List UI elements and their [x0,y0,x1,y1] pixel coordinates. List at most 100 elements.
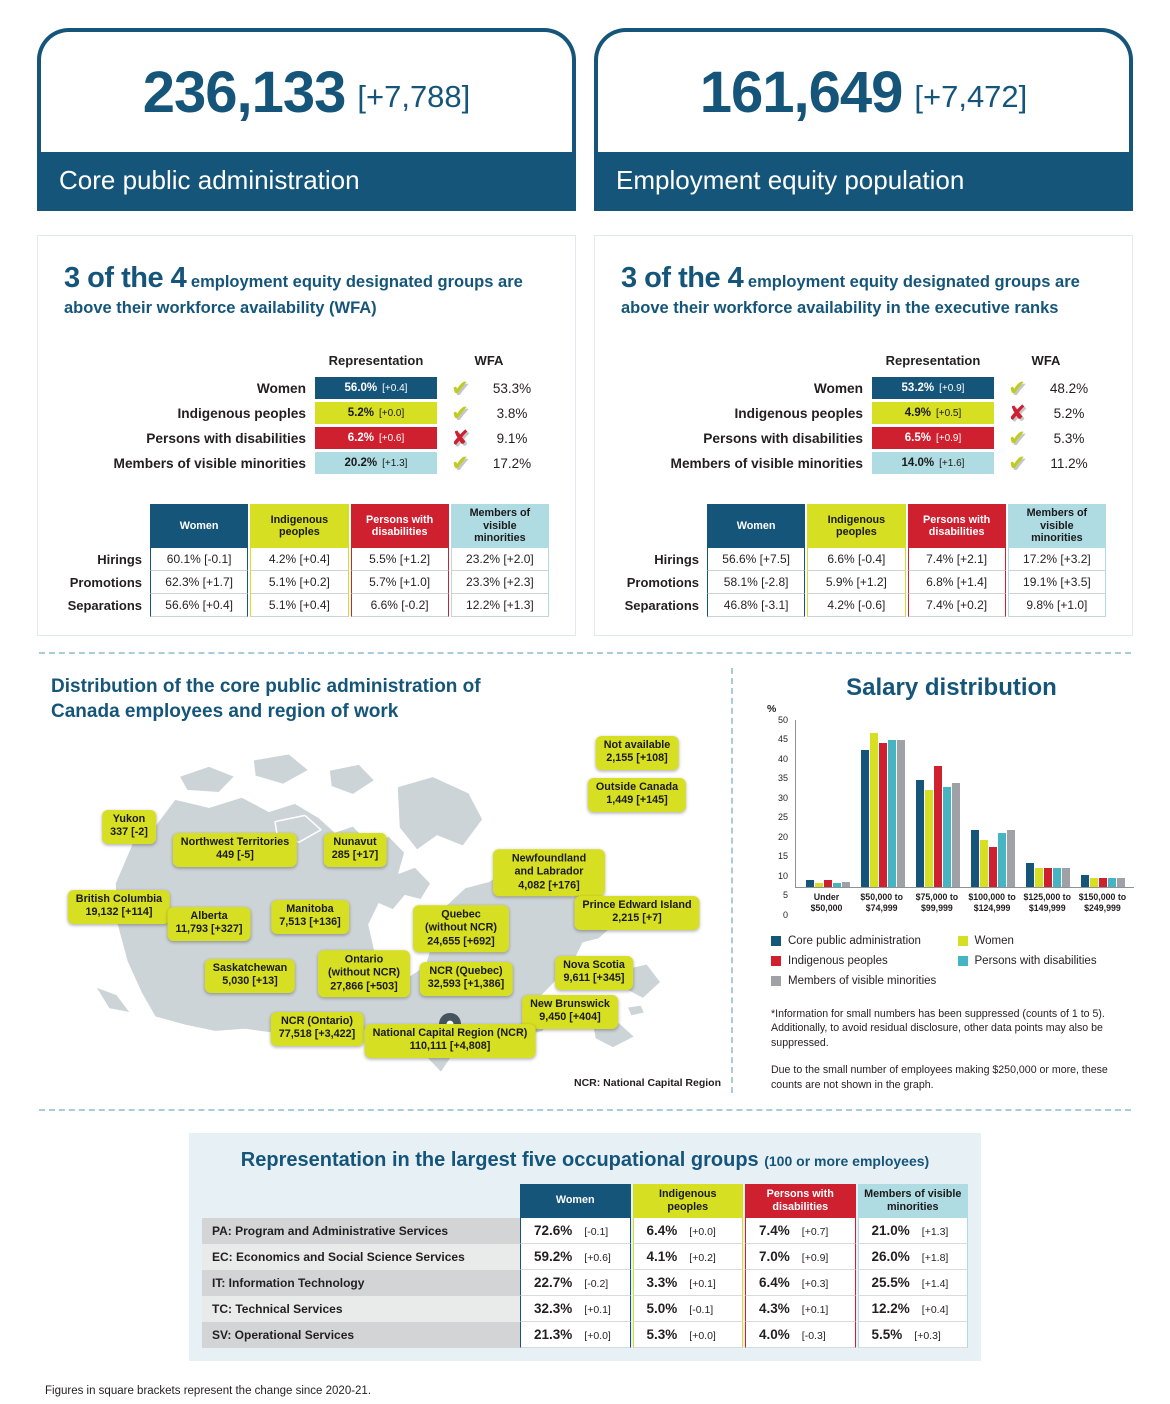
stat-change: [+7,472] [914,79,1028,114]
region-value: 2,155 [+108] [606,752,668,765]
flow-cell: 5.1% [+0.2] [250,570,349,594]
stat-card-employment-equity-population: 161,649 [+7,472] Employment equity popul… [594,28,1133,211]
representation-row: Members of visible minorities 14.0% [+1.6]… [654,452,1106,475]
occ-cell: 5.5% [+0.3] [857,1321,968,1348]
occupational-groups-section: Representation in the largest five occup… [189,1132,981,1361]
occ-cell: 22.7% [-0.2] [520,1269,631,1296]
region-value: 9,450 [+404] [539,1011,601,1024]
chart-legend: Core public administration Women Indigenou… [771,935,1140,987]
check-icon: ✔ [451,450,469,475]
region-label: Newfoundland and Labrador 4,082 [+176] [493,849,605,897]
value: 5.5% [871,1326,903,1342]
stat-value-box: 236,133 [+7,788] [37,28,576,152]
region-name: National Capital Region (NCR) [372,1027,528,1039]
y-tick-label: 0 [782,909,788,920]
stat-value-box: 161,649 [+7,472] [594,28,1133,152]
row-label: EC: Economics and Social Science Service… [202,1243,520,1270]
change: [+0.1] [801,1303,829,1316]
representation-value: 4.9% [+0.5] [872,402,994,425]
legend-item: Indigenous peoples [771,955,954,967]
bar-group [800,720,855,887]
arctic-island [252,752,310,786]
bar-group [855,720,910,887]
change: [+0.9] [801,1251,829,1264]
region-name: Saskatchewan [212,962,288,974]
representation-row: Members of visible minorities 20.2% [+1.3]… [97,450,549,475]
occ-cell: 4.0% [-0.3] [745,1321,856,1348]
flow-row: Hirings 60.1% [-0.1] 4.2% [+0.4] 5.5% [+1.2… [64,547,549,571]
occ-row: PA: Program and Administrative Services 7… [202,1217,968,1244]
flow-cell: 17.2% [+3.2] [1007,547,1106,571]
legend-swatch [957,935,968,946]
representation-value: 53.2% [+0.9] [872,377,994,400]
check-icon: ✔ [451,375,469,400]
dashed-separator [39,1108,1131,1111]
representation-row: Indigenous peoples 4.9% [+0.5] ✘ 5.2% [654,402,1106,425]
value: 72.6% [534,1222,573,1238]
value: 4.1% [646,1248,678,1264]
change: [-0.3] [801,1329,826,1342]
occ-cell: 32.3% [+0.1] [520,1295,631,1322]
flow-cell: 23.3% [+2.3] [450,570,549,594]
headline-rest: employment equity designated groups are … [64,273,523,317]
region-value: 1,449 [+145] [606,794,668,807]
bar-members-of-visible-minorities [1116,878,1125,887]
representation-row: Persons with disabilities 6.5% [+0.9] ✔ 5.3% [654,427,1106,450]
region-value: 449 [-5] [216,849,254,862]
column-header: Members of visible minorities [450,504,549,548]
group-label: Women [813,380,863,396]
title-text: Representation in the largest five occup… [240,1148,759,1171]
canada-map-canvas: Yukon 337 [-2] Northwest Territories 449 [-… [37,731,725,1089]
group-label: Members of visible minorities [670,455,863,471]
change: [+0.9] [935,432,962,444]
column-header: Women [707,504,806,548]
row-label: Hirings [97,551,142,567]
flow-row: Separations 56.6% [+0.4] 5.1% [+0.4] 6.6% [… [64,593,549,617]
region-value: 2,215 [+7] [612,912,662,925]
bar-persons-with-disabilities [1107,878,1116,887]
region-value: 19,132 [+114] [85,906,153,919]
group-label: Members of visible minorities [113,455,306,471]
stat-value: 161,649 [699,59,904,125]
cross-icon: ✘ [451,425,469,450]
occ-cell: 26.0% [+1.8] [857,1243,968,1270]
region-name: Yukon [112,813,146,825]
y-tick-label: 30 [777,792,788,803]
flow-cell: 5.1% [+0.4] [250,593,349,617]
value: 20.2% [344,457,378,470]
hirings-promotions-separations-table: Women Indigenous peoples Persons with disa… [621,504,1106,617]
spacer [97,353,315,368]
x-tick-label: Under $50,000 [810,891,843,914]
column-header: Members of visible minorities [857,1183,968,1218]
occupational-table: Women Indigenous peoples Persons with disa… [202,1183,968,1348]
flow-cell: 6.6% [-0.2] [350,593,449,617]
stat-change: [+7,788] [357,79,471,114]
x-tick-label: $125,000 to $149,999 [1023,891,1071,914]
dashed-separator [39,651,1131,654]
legend-item: Women [957,935,1141,947]
occ-cell: 4.1% [+0.2] [632,1243,743,1270]
representation-row: Indigenous peoples 5.2% [+0.0] ✔ 3.8% [97,402,549,425]
corner-cell [64,504,150,547]
bar-indigenous-peoples [1043,868,1052,887]
change: [+0.1] [584,1303,611,1316]
baffin-island [396,775,484,852]
bar-members-of-visible-minorities [1061,868,1070,887]
occ-cell: 21.3% [+0.0] [520,1321,631,1348]
equity-panel-executive: 3 of the 4 employment equity designated … [594,235,1133,636]
representation-column-header: Representation [885,353,981,369]
change: [+1.3] [921,1225,949,1238]
suppression-note: *Information for small numbers has been … [771,1007,1105,1050]
flow-row: Promotions 62.3% [+1.7] 5.1% [+0.2] 5.7% [+… [64,570,549,594]
change: [+0.0] [584,1329,611,1342]
flow-cell: 6.8% [+1.4] [907,570,1006,594]
bar-women [814,883,823,887]
region-label: Not available 2,155 [+108] [595,736,679,770]
wfa-value: 5.2% [1053,405,1085,421]
stat-label: Core public administration [37,152,576,211]
bar-persons-with-disabilities [832,883,841,887]
value: 32.3% [534,1300,573,1316]
bar-persons-with-disabilities [997,833,1006,887]
flow-cell: 56.6% [+0.4] [150,593,249,617]
bar-women [979,839,988,887]
